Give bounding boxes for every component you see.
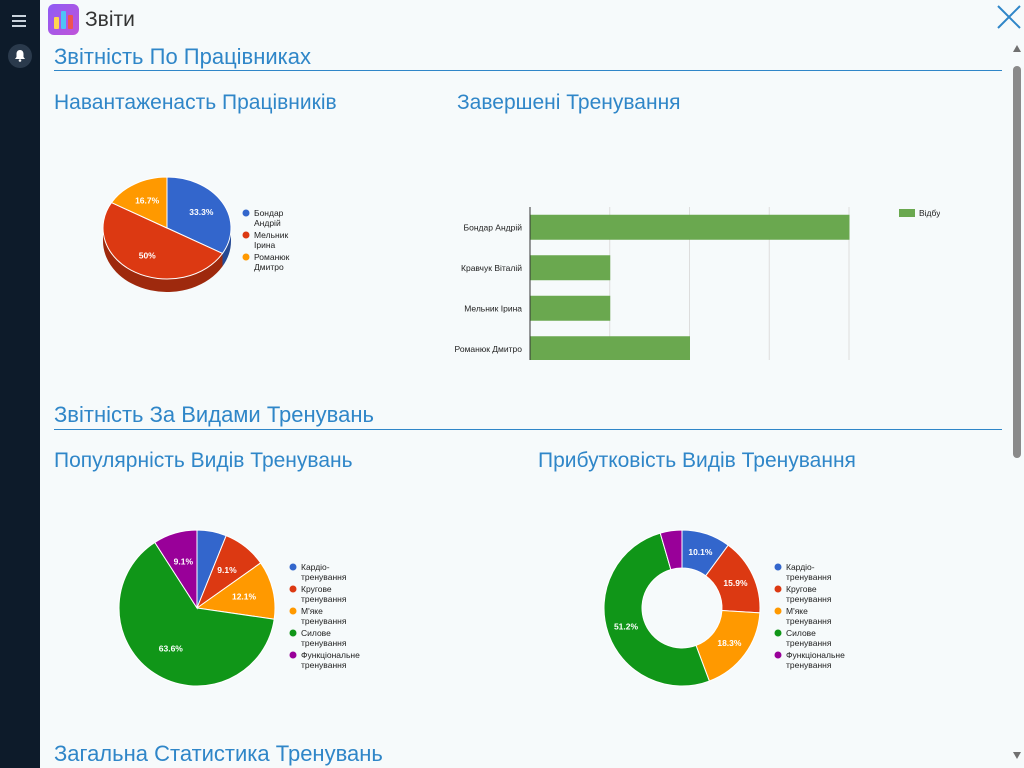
legend-marker (242, 253, 250, 261)
legend-label: Відбувся (919, 208, 940, 218)
legend-label: тренування (301, 616, 347, 626)
legend-marker (774, 585, 782, 593)
pie-slice (110, 176, 168, 229)
page-title: Звіти (85, 8, 135, 31)
bell-icon[interactable] (8, 44, 32, 68)
legend-marker (289, 563, 297, 571)
legend-label: тренування (786, 594, 832, 604)
legend-marker (774, 563, 782, 571)
chart-title-profitability: Прибутковість Видів Тренування (538, 449, 856, 472)
pie-value-label: 51.2% (614, 622, 639, 632)
pie-value-label: 10.1% (688, 547, 713, 557)
bar (530, 336, 690, 360)
legend-marker (774, 629, 782, 637)
pie-slice-side (103, 228, 223, 292)
legend-label: тренування (786, 660, 832, 670)
legend-marker (242, 209, 250, 217)
legend-label: Функціональне (786, 650, 845, 660)
category-label: Мельник Ірина (464, 303, 522, 313)
pie-value-label: 12.1% (232, 592, 257, 602)
legend-marker (289, 651, 297, 659)
pie-value-label: 18.3% (717, 638, 742, 648)
legend-label: Дмитро (254, 262, 284, 272)
legend-label: Андрій (254, 218, 281, 228)
chart-title-workload: Навантаженасть Працівників (54, 91, 337, 114)
pie-slice (659, 529, 683, 571)
pie-value-label: 33.3% (189, 207, 214, 217)
section-title-training-types: Звітність За Видами Тренувань (54, 402, 374, 427)
chart-popularity: 9.1%12.1%63.6%9.1%Кардіо-тренуванняКруго… (118, 529, 360, 687)
scroll-thumb[interactable] (1013, 66, 1021, 458)
reports-content: Звітність По Працівниках Навантаженасть … (40, 40, 1010, 768)
legend-label: тренування (301, 594, 347, 604)
pie-slice (166, 176, 232, 255)
legend-label: тренування (786, 638, 832, 648)
legend-label: Кардіо- (786, 562, 815, 572)
pie-value-label: 9.1% (174, 557, 194, 567)
section-divider (54, 70, 1002, 71)
chart-title-completed: Завершені Тренування (457, 91, 681, 114)
bar (530, 295, 611, 321)
pie-value-label: 63.6% (159, 644, 184, 654)
scroll-down-arrow-icon[interactable] (1013, 752, 1021, 759)
reports-app-icon (48, 4, 79, 35)
legend-marker (899, 209, 915, 217)
chart-title-popularity: Популярність Видів Тренувань (54, 449, 353, 472)
pie-value-label: 50% (139, 250, 156, 260)
pie-slice (154, 529, 198, 610)
legend-label: тренування (301, 660, 347, 670)
chart-profitability: 10.1%15.9%18.3%51.2%Кардіо-тренуванняКру… (603, 529, 845, 687)
category-label: Кравчук Віталій (461, 263, 522, 273)
pie-slice (118, 541, 275, 687)
bar (530, 255, 611, 281)
section-divider (54, 429, 1002, 430)
scroll-up-arrow-icon[interactable] (1013, 45, 1021, 52)
legend-marker (774, 607, 782, 615)
legend-label: тренування (301, 638, 347, 648)
legend-marker (289, 629, 297, 637)
legend-label: Ірина (254, 240, 276, 250)
legend-label: М'яке (786, 606, 808, 616)
legend-label: тренування (301, 572, 347, 582)
category-label: Романюк Дмитро (455, 344, 523, 354)
legend-label: Силове (301, 628, 331, 638)
section-title-general: Загальна Статистика Тренувань (54, 741, 383, 766)
legend-label: Романюк (254, 252, 290, 262)
pie-slice (102, 201, 224, 280)
header: Звіти (40, 0, 1024, 40)
legend-label: Кругове (786, 584, 817, 594)
pie-value-label: 9.1% (217, 565, 237, 575)
category-label: Бондар Андрій (464, 222, 523, 232)
legend-label: Кардіо- (301, 562, 330, 572)
legend-marker (289, 585, 297, 593)
pie-slice (603, 532, 710, 687)
legend-marker (242, 231, 250, 239)
legend-label: Мельник (254, 230, 288, 240)
sidebar (0, 0, 40, 768)
legend-label: М'яке (301, 606, 323, 616)
legend-marker (774, 651, 782, 659)
legend-label: Функціональне (301, 650, 360, 660)
legend-marker (289, 607, 297, 615)
legend-label: тренування (786, 616, 832, 626)
scrollbar[interactable] (1010, 40, 1024, 768)
legend-label: Кругове (301, 584, 332, 594)
pie-slice (195, 562, 276, 620)
legend-label: тренування (786, 572, 832, 582)
section-title-employees: Звітність По Працівниках (54, 44, 312, 69)
close-icon[interactable] (995, 3, 1023, 31)
menu-icon[interactable] (12, 15, 26, 27)
pie-value-label: 16.7% (135, 196, 160, 206)
legend-label: Силове (786, 628, 816, 638)
legend-label: Бондар (254, 208, 284, 218)
pie-value-label: 15.9% (723, 578, 748, 588)
bar (530, 214, 850, 240)
